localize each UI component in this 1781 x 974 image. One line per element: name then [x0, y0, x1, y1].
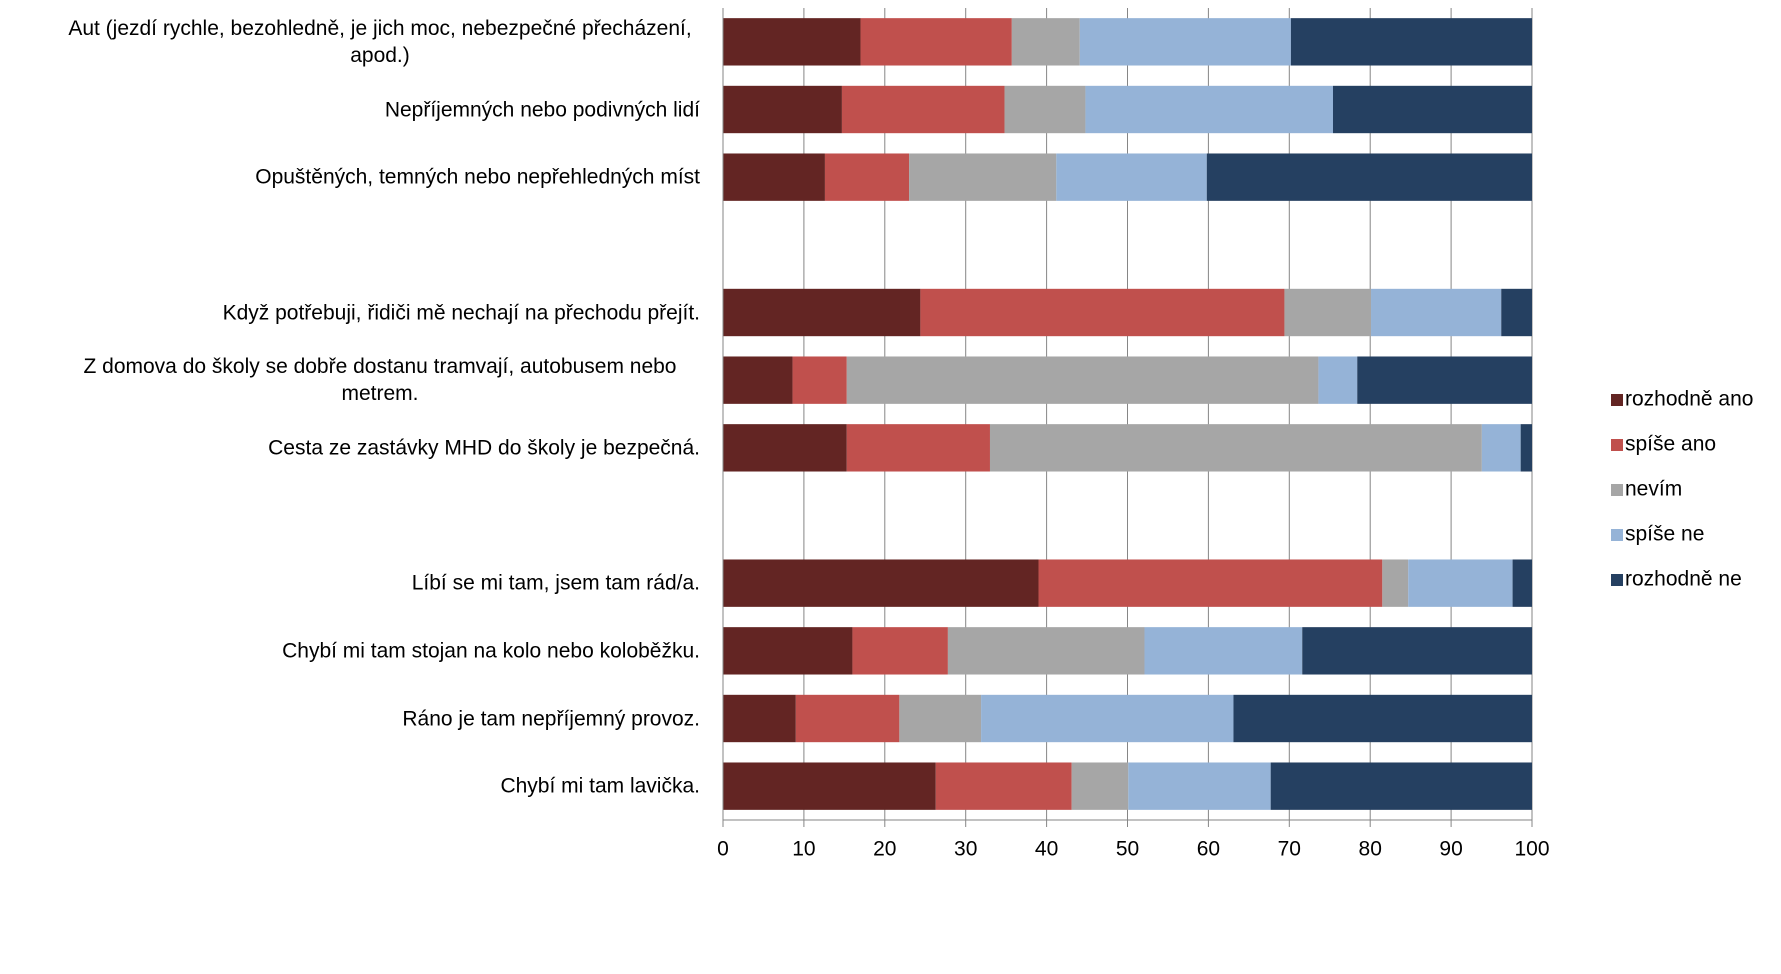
bar-segment: [723, 559, 1039, 607]
bar-segment: [1038, 559, 1383, 607]
bar-segment: [1056, 153, 1207, 201]
legend-label: nevím: [1625, 478, 1682, 501]
bar-segment: [1357, 356, 1532, 404]
legend-label: spíše ano: [1625, 433, 1716, 456]
bar-segment: [1270, 762, 1532, 810]
legend-label: rozhodně ne: [1625, 568, 1742, 591]
bar-segment: [723, 424, 847, 472]
y-tick-label: Chybí mi tam lavička.: [0, 773, 700, 800]
category-text: Chybí mi tam stojan na kolo nebo koloběž…: [282, 639, 700, 663]
x-tick-label: 40: [1035, 838, 1058, 861]
bar-segment: [1512, 559, 1532, 607]
legend-label: rozhodně ano: [1625, 388, 1753, 411]
bar-segment: [723, 85, 842, 134]
bar-segment: [1071, 762, 1129, 810]
bar-segment: [899, 694, 982, 743]
bar-segment: [723, 288, 921, 337]
y-tick-label: Aut (jezdí rychle, bezohledně, je jich m…: [0, 15, 700, 69]
bar-segment: [935, 762, 1072, 810]
category-text: Opuštěných, temných nebo nepřehledných m…: [255, 165, 700, 189]
x-tick-label: 20: [873, 838, 896, 861]
bar-segment: [909, 153, 1057, 201]
y-tick-label: Z domova do školy se dobře dostanu tramv…: [0, 353, 700, 407]
bar-segment: [723, 694, 796, 743]
bar-segment: [1382, 559, 1409, 607]
bar-segment: [841, 85, 1005, 134]
bar-segment: [1481, 424, 1521, 472]
x-tick-label: 30: [954, 838, 977, 861]
category-text: Chybí mi tam lavička.: [500, 774, 700, 798]
y-tick-label: Ráno je tam nepříjemný provoz.: [0, 705, 700, 732]
bar-segment: [723, 18, 861, 66]
bar-segment: [947, 627, 1145, 675]
x-tick-label: 90: [1439, 838, 1462, 861]
category-text: Ráno je tam nepříjemný provoz.: [402, 707, 700, 730]
bar-segment: [1233, 694, 1532, 743]
bar-segment: [792, 356, 847, 404]
bar-segment: [1408, 559, 1513, 607]
bar-segment: [981, 694, 1234, 743]
bar-segment: [852, 627, 948, 675]
bar-segment: [846, 424, 990, 472]
bar-segment: [1290, 18, 1532, 66]
category-text: Z domova do školy se dobře dostanu tramv…: [83, 355, 677, 406]
y-tick-label: Chybí mi tam stojan na kolo nebo koloběž…: [0, 637, 700, 664]
category-text: Aut (jezdí rychle, bezohledně, je jich m…: [68, 16, 692, 67]
bar-segment: [1284, 288, 1372, 337]
legend-swatch: [1611, 484, 1623, 496]
x-tick-label: 0: [717, 838, 729, 861]
legend-swatch: [1611, 394, 1623, 406]
x-tick-label: 80: [1359, 838, 1382, 861]
bar-segment: [723, 356, 793, 404]
bar-segment: [1501, 288, 1532, 337]
category-text: Když potřebuji, řidiči mě nechají na pře…: [222, 301, 700, 324]
bar-segment: [1079, 18, 1291, 66]
bar-segment: [920, 288, 1285, 337]
y-tick-label: Když potřebuji, řidiči mě nechají na pře…: [0, 299, 700, 326]
bar-segment: [846, 356, 1319, 404]
bar-segment: [723, 762, 936, 810]
legend-label: spíše ne: [1625, 523, 1704, 546]
bar-segment: [1004, 85, 1086, 134]
bar-segment: [1302, 627, 1532, 675]
bar-segment: [824, 153, 910, 201]
bar-segment: [1318, 356, 1358, 404]
bar-segment: [795, 694, 900, 743]
x-tick-label: 10: [792, 838, 815, 861]
legend-swatch: [1611, 574, 1623, 586]
y-tick-label: Cesta ze zastávky MHD do školy je bezpeč…: [0, 434, 700, 461]
bar-segment: [1332, 85, 1532, 134]
bar-segment: [989, 424, 1482, 472]
bar-segment: [1371, 288, 1502, 337]
x-tick-label: 50: [1116, 838, 1139, 861]
bar-segment: [860, 18, 1012, 66]
category-text: Nepříjemných nebo podivných lidí: [384, 98, 700, 121]
category-text: Líbí se mi tam, jsem tam rád/a.: [411, 571, 700, 595]
legend-swatch: [1611, 529, 1623, 541]
y-tick-label: Nepříjemných nebo podivných lidí: [0, 96, 700, 123]
category-text: Cesta ze zastávky MHD do školy je bezpeč…: [268, 436, 700, 460]
x-tick-label: 70: [1278, 838, 1301, 861]
y-tick-label: Líbí se mi tam, jsem tam rád/a.: [0, 570, 700, 597]
bar-segment: [1520, 424, 1532, 472]
bar-segment: [1128, 762, 1271, 810]
y-tick-label: Opuštěných, temných nebo nepřehledných m…: [0, 164, 700, 191]
bar-segment: [1206, 153, 1532, 201]
bar-segment: [723, 153, 825, 201]
x-tick-label: 100: [1514, 838, 1549, 861]
bar-segment: [1085, 85, 1333, 134]
bar-segment: [1144, 627, 1303, 675]
bar-segment: [723, 627, 853, 675]
legend-swatch: [1611, 439, 1623, 451]
bar-segment: [1011, 18, 1080, 66]
x-tick-label: 60: [1197, 838, 1220, 861]
